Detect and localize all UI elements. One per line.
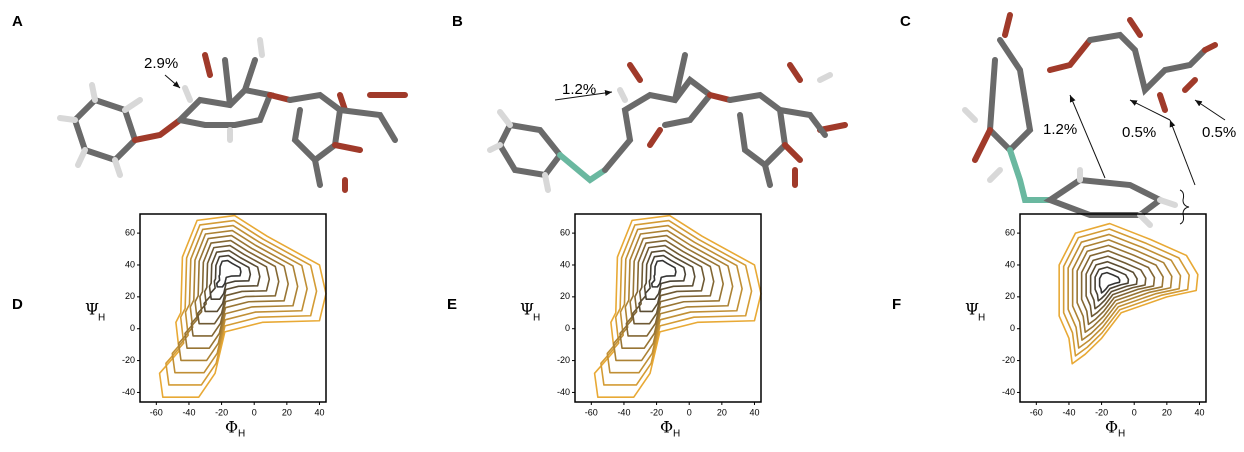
x-tick-label: -20 bbox=[1095, 407, 1108, 417]
annotation: 1.2% bbox=[562, 81, 596, 98]
y-tick-label: -20 bbox=[1002, 355, 1015, 365]
panel-label: C bbox=[900, 13, 911, 30]
y-tick-label: 0 bbox=[130, 323, 135, 333]
y-tick-label: -40 bbox=[557, 387, 570, 397]
y-tick-label: 60 bbox=[1005, 227, 1015, 237]
y-tick-label: 40 bbox=[560, 259, 570, 269]
x-axis-label-sub: H bbox=[1118, 429, 1125, 440]
x-tick-label: -40 bbox=[617, 407, 630, 417]
y-axis-label: Ψ bbox=[520, 300, 534, 319]
y-axis-label: Ψ bbox=[965, 300, 979, 319]
x-tick-label: 20 bbox=[282, 407, 292, 417]
x-axis-label: Φ bbox=[660, 418, 673, 437]
x-tick-label: 40 bbox=[314, 407, 324, 417]
y-tick-label: 60 bbox=[560, 227, 570, 237]
contour-line bbox=[620, 236, 723, 349]
y-tick-label: 40 bbox=[1005, 259, 1015, 269]
y-tick-label: -20 bbox=[557, 355, 570, 365]
contour-line bbox=[1073, 240, 1172, 340]
contour-line bbox=[185, 236, 288, 349]
y-axis-label-sub: H bbox=[533, 313, 540, 324]
x-axis-label: Φ bbox=[225, 418, 238, 437]
y-tick-label: 0 bbox=[565, 323, 570, 333]
y-tick-label: -20 bbox=[122, 355, 135, 365]
annotation: 0.5% bbox=[1202, 124, 1236, 141]
x-tick-label: 0 bbox=[687, 407, 692, 417]
x-axis-label: Φ bbox=[1105, 418, 1118, 437]
panel-label: D bbox=[12, 296, 23, 313]
molecule-c bbox=[965, 15, 1215, 225]
panel-label: A bbox=[12, 13, 23, 30]
y-tick-label: 0 bbox=[1010, 323, 1015, 333]
x-tick-label: -60 bbox=[585, 407, 598, 417]
y-tick-label: 20 bbox=[125, 291, 135, 301]
x-tick-label: 20 bbox=[717, 407, 727, 417]
x-tick-label: 40 bbox=[749, 407, 759, 417]
y-tick-label: 20 bbox=[1005, 291, 1015, 301]
y-tick-label: 60 bbox=[125, 227, 135, 237]
x-tick-label: -40 bbox=[182, 407, 195, 417]
x-tick-label: -60 bbox=[1030, 407, 1043, 417]
x-tick-label: -60 bbox=[150, 407, 163, 417]
y-axis-label-sub: H bbox=[978, 313, 985, 324]
y-tick-label: 40 bbox=[125, 259, 135, 269]
x-tick-label: -40 bbox=[1062, 407, 1075, 417]
y-tick-label: -40 bbox=[122, 387, 135, 397]
x-tick-label: 0 bbox=[1132, 407, 1137, 417]
annotation: 2.9% bbox=[144, 55, 178, 72]
annotation: 1.2% bbox=[1043, 121, 1077, 138]
x-axis-label-sub: H bbox=[673, 429, 680, 440]
molecule-a bbox=[60, 40, 405, 190]
y-tick-label: -40 bbox=[1002, 387, 1015, 397]
x-axis-label-sub: H bbox=[238, 429, 245, 440]
x-tick-label: 0 bbox=[252, 407, 257, 417]
x-tick-label: -20 bbox=[650, 407, 663, 417]
panel-label: B bbox=[452, 13, 463, 30]
x-tick-label: 40 bbox=[1194, 407, 1204, 417]
molecule-b bbox=[490, 55, 845, 190]
panel-label: E bbox=[447, 296, 457, 313]
figure: A B C 2.9% 1.2% 1.2% 0.5% 0.5% -60 -40 -20… bbox=[0, 0, 1244, 452]
annotation: 0.5% bbox=[1122, 124, 1156, 141]
x-tick-label: 20 bbox=[1162, 407, 1172, 417]
y-axis-label: Ψ bbox=[85, 300, 99, 319]
y-tick-label: 20 bbox=[560, 291, 570, 301]
panel-label: F bbox=[892, 296, 901, 313]
y-axis-label-sub: H bbox=[98, 313, 105, 324]
x-tick-label: -20 bbox=[215, 407, 228, 417]
